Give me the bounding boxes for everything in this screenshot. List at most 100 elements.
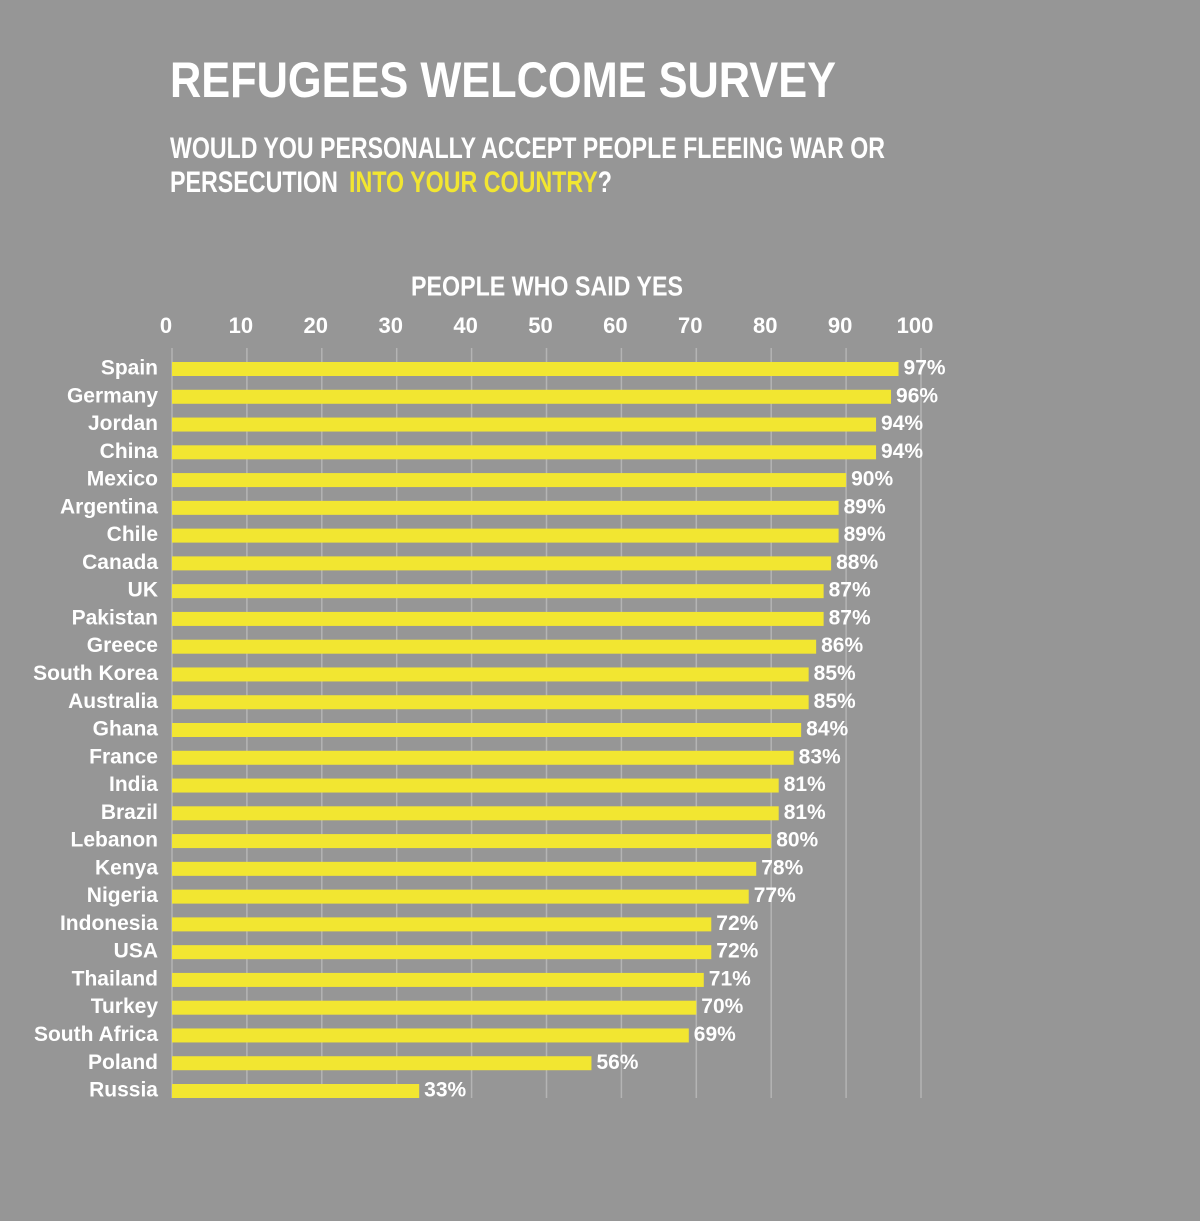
- bar: [172, 723, 802, 737]
- category-label: Chile: [107, 523, 158, 546]
- value-label: 94%: [881, 412, 923, 435]
- value-label: 83%: [799, 745, 841, 768]
- bar: [172, 639, 817, 654]
- x-tick-label: 10: [229, 313, 253, 338]
- x-tick-label: 70: [678, 313, 702, 338]
- value-label: 70%: [701, 995, 743, 1018]
- bar: [172, 750, 794, 765]
- x-tick-label: 80: [753, 313, 777, 338]
- value-label: 78%: [761, 856, 803, 879]
- category-label: Argentina: [60, 495, 158, 518]
- value-label: 94%: [881, 440, 923, 463]
- bar: [172, 473, 847, 488]
- value-label: 85%: [814, 662, 856, 685]
- category-label: China: [100, 440, 159, 463]
- category-label: Thailand: [72, 967, 158, 990]
- category-label: Mexico: [87, 468, 158, 491]
- x-tick-label: 0: [160, 313, 172, 338]
- bar: [172, 556, 832, 571]
- category-label: Lebanon: [71, 829, 159, 852]
- value-label: 77%: [754, 884, 796, 907]
- category-label: UK: [128, 579, 158, 602]
- category-label: Greece: [87, 634, 158, 657]
- bar: [172, 1000, 697, 1015]
- category-label: France: [89, 745, 158, 768]
- value-label: 72%: [716, 912, 758, 935]
- value-label: 71%: [709, 967, 751, 990]
- value-label: 56%: [596, 1051, 638, 1074]
- category-label: Australia: [68, 690, 158, 713]
- value-label: 89%: [844, 495, 886, 518]
- bar: [172, 445, 877, 460]
- bar: [172, 667, 809, 682]
- subtitle-line: PERSECUTION INTO YOUR COUNTRY?: [170, 166, 612, 199]
- category-label: South Korea: [33, 662, 158, 685]
- category-label: Kenya: [95, 856, 158, 879]
- x-tick-label: 50: [528, 313, 552, 338]
- category-label: Germany: [67, 384, 158, 407]
- value-label: 72%: [716, 940, 758, 963]
- value-label: 88%: [836, 551, 878, 574]
- category-label: Pakistan: [72, 606, 158, 629]
- bar: [172, 417, 877, 432]
- subtitle-line: WOULD YOU PERSONALLY ACCEPT PEOPLE FLEEI…: [170, 132, 885, 165]
- bar: [172, 362, 899, 376]
- bar: [172, 500, 839, 515]
- chart-title: REFUGEES WELCOME SURVEY: [170, 52, 836, 108]
- category-label: Brazil: [101, 801, 158, 824]
- bar: [172, 917, 712, 932]
- bar: [172, 1084, 420, 1098]
- value-label: 69%: [694, 1023, 736, 1046]
- value-label: 86%: [821, 634, 863, 657]
- category-label: Canada: [82, 551, 158, 574]
- bar: [172, 945, 712, 960]
- value-label: 85%: [814, 690, 856, 713]
- category-label: South Africa: [34, 1023, 158, 1046]
- bar: [172, 1028, 689, 1043]
- category-label: Ghana: [93, 718, 159, 741]
- subtitle-text: ?: [598, 166, 612, 199]
- value-label: 80%: [776, 829, 818, 852]
- value-label: 96%: [896, 384, 938, 407]
- bar: [172, 972, 704, 987]
- value-label: 33%: [424, 1079, 466, 1102]
- bar: [172, 861, 757, 876]
- category-label: Spain: [101, 357, 158, 380]
- bar: [172, 584, 824, 599]
- value-label: 87%: [829, 606, 871, 629]
- category-label: Nigeria: [87, 884, 159, 907]
- value-label: 89%: [844, 523, 886, 546]
- value-label: 81%: [784, 801, 826, 824]
- bar: [172, 889, 749, 904]
- x-tick-label: 30: [378, 313, 402, 338]
- bar: [172, 806, 779, 821]
- category-label: Russia: [89, 1079, 158, 1102]
- x-tick-label: 20: [304, 313, 328, 338]
- value-label: 90%: [851, 468, 893, 491]
- bar: [172, 1056, 592, 1071]
- category-label: India: [109, 773, 158, 796]
- bar: [172, 695, 809, 710]
- bar: [172, 778, 779, 793]
- value-label: 87%: [829, 579, 871, 602]
- category-label: Jordan: [88, 412, 158, 435]
- x-tick-label: 90: [828, 313, 852, 338]
- value-label: 84%: [806, 718, 848, 741]
- x-tick-label: 40: [453, 313, 477, 338]
- value-label: 81%: [784, 773, 826, 796]
- category-label: Indonesia: [60, 912, 158, 935]
- category-label: USA: [114, 940, 158, 963]
- bar: [172, 611, 824, 626]
- x-axis-title: PEOPLE WHO SAID YES: [411, 270, 683, 301]
- x-tick-label: 60: [603, 313, 627, 338]
- bar: [172, 389, 892, 404]
- bar: [172, 528, 839, 543]
- category-label: Turkey: [91, 995, 159, 1018]
- subtitle-text: PERSECUTION: [170, 166, 338, 199]
- bar: [172, 834, 772, 849]
- x-tick-label: 100: [897, 313, 934, 338]
- subtitle-highlight: INTO YOUR COUNTRY: [349, 166, 598, 199]
